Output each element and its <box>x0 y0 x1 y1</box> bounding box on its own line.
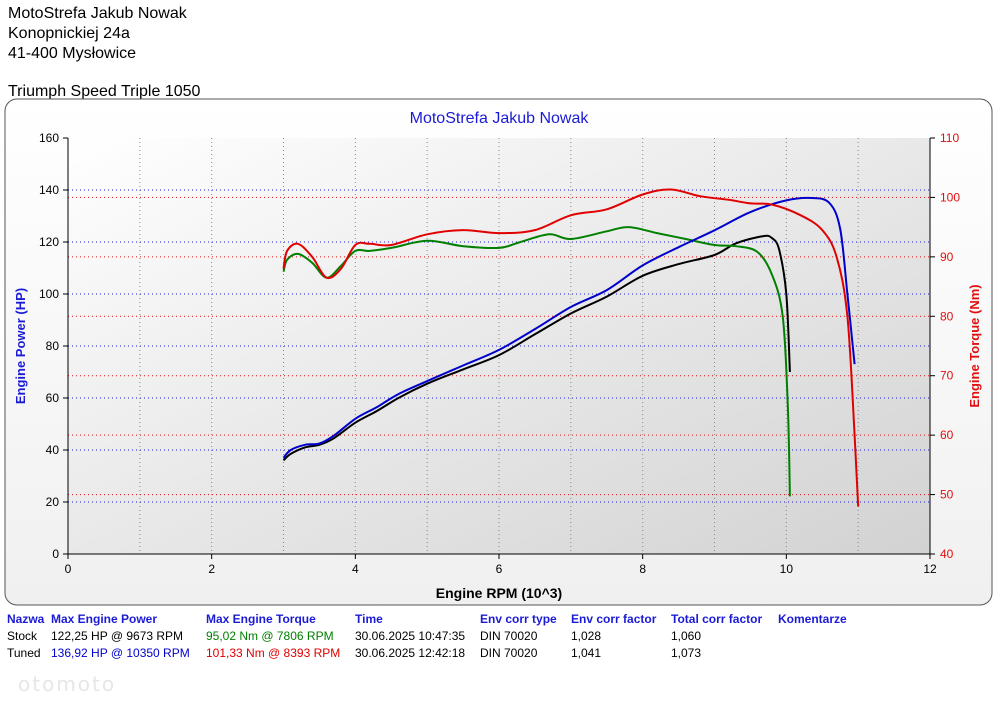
row-env-corr-factor: 1,028 <box>571 628 602 643</box>
dyno-chart: 0 2 4 6 8 10 120204060801001201401604050607080… <box>4 98 993 606</box>
y-tick-label: 160 <box>39 131 59 145</box>
company-city: 41-400 Mysłowice <box>8 45 137 62</box>
row-time: 30.06.2025 12:42:18 <box>355 645 466 660</box>
y2-tick-label: 90 <box>940 250 954 264</box>
x-tick-label: 12 <box>923 562 937 576</box>
row-max-torque: 95,02 Nm @ 7806 RPM <box>206 628 334 643</box>
header-env-corr-factor: Env corr factor <box>571 611 657 626</box>
row-env-corr-factor: 1,041 <box>571 645 602 660</box>
y-tick-label: 120 <box>39 235 59 249</box>
y2-tick-label: 80 <box>940 309 954 323</box>
header-total-corr-factor: Total corr factor <box>671 611 763 626</box>
row-max-power: 122,25 HP @ 9673 RPM <box>51 628 184 643</box>
y-axis-label: Engine Power (HP) <box>13 288 28 404</box>
x-tick-label: 2 <box>208 562 215 576</box>
row-comment <box>778 644 1000 661</box>
company-street: Konopnickiej 24a <box>8 25 130 42</box>
y2-axis-label: Engine Torque (Nm) <box>967 284 982 407</box>
table-row: Tuned 136,92 HP @ 10350 RPM 101,33 Nm @ … <box>0 644 1000 661</box>
series-line-stock-power <box>282 234 791 462</box>
y2-tick-label: 60 <box>940 428 954 442</box>
row-name: Stock <box>7 628 38 643</box>
row-comment <box>778 627 1000 644</box>
header-max-torque: Max Engine Torque <box>206 611 316 626</box>
header-env-corr-type: Env corr type <box>480 611 557 626</box>
company-name: MotoStrefa Jakub Nowak <box>8 5 187 22</box>
x-tick-label: 6 <box>496 562 503 576</box>
y2-tick-label: 100 <box>940 190 960 204</box>
table-header-row: Nazwa Max Engine Power Max Engine Torque… <box>0 610 1000 627</box>
row-total-corr-factor: 1,073 <box>671 645 702 660</box>
x-tick-label: 10 <box>780 562 794 576</box>
y-tick-label: 40 <box>46 443 60 457</box>
row-max-torque: 101,33 Nm @ 8393 RPM <box>206 645 341 660</box>
header-name: Nazwa <box>7 611 45 626</box>
row-name: Tuned <box>7 645 41 660</box>
results-table: Nazwa Max Engine Power Max Engine Torque… <box>0 610 1000 661</box>
y-tick-label: 60 <box>46 391 60 405</box>
y-tick-label: 20 <box>46 495 60 509</box>
vehicle-name: Triumph Speed Triple 1050 <box>8 83 201 100</box>
header-comments: Komentarze <box>778 611 847 626</box>
y2-tick-label: 40 <box>940 547 954 561</box>
y-tick-label: 0 <box>52 547 59 561</box>
row-env-corr-type: DIN 70020 <box>480 628 538 643</box>
row-total-corr-factor: 1,060 <box>671 628 702 643</box>
x-axis-label: Engine RPM (10^3) <box>436 585 562 601</box>
chart-title: MotoStrefa Jakub Nowak <box>410 110 590 127</box>
x-tick-label: 8 <box>639 562 646 576</box>
y2-tick-label: 70 <box>940 369 954 383</box>
y2-tick-label: 50 <box>940 488 954 502</box>
series-line-tuned-torque <box>282 188 860 507</box>
row-max-power: 136,92 HP @ 10350 RPM <box>51 645 190 660</box>
row-env-corr-type: DIN 70020 <box>480 645 538 660</box>
y-tick-label: 80 <box>46 339 60 353</box>
row-time: 30.06.2025 10:47:35 <box>355 628 466 643</box>
y-tick-label: 140 <box>39 183 59 197</box>
y2-tick-label: 110 <box>940 131 959 145</box>
header-max-power: Max Engine Power <box>51 611 158 626</box>
series-line-tuned-power <box>282 196 856 459</box>
x-tick-label: 0 <box>65 562 72 576</box>
y-tick-label: 100 <box>39 287 59 301</box>
header-time: Time <box>355 611 383 626</box>
table-row: Stock 122,25 HP @ 9673 RPM 95,02 Nm @ 78… <box>0 627 1000 644</box>
x-tick-label: 4 <box>352 562 359 576</box>
watermark-logo: otomoto <box>18 672 117 696</box>
